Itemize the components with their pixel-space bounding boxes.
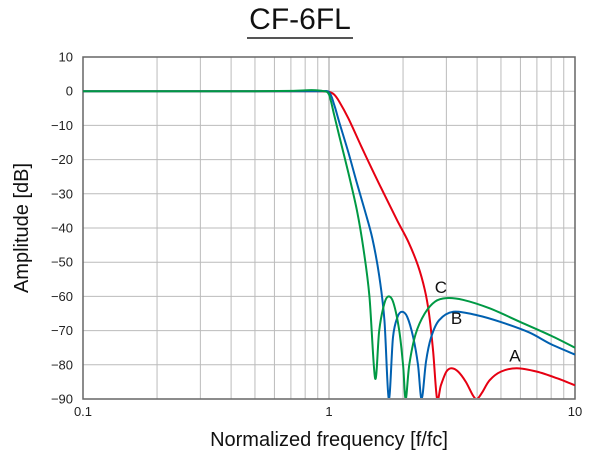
- series-line-c: [83, 89, 575, 398]
- y-tick-label: −90: [51, 392, 73, 407]
- series-lines: [83, 89, 575, 398]
- grid: [83, 57, 575, 399]
- curve-label-b: B: [451, 309, 462, 328]
- x-axis-label: Normalized frequency [f/fc]: [210, 429, 448, 451]
- series-line-a: [83, 90, 575, 398]
- x-tick-label: 10: [568, 404, 582, 419]
- y-tick-label: −20: [51, 152, 73, 167]
- y-tick-label: −40: [51, 221, 73, 236]
- chart-title: CF-6FL: [0, 3, 600, 39]
- y-tick-label: −30: [51, 186, 73, 201]
- y-tick-label: 10: [59, 50, 73, 65]
- series-line-b: [83, 89, 575, 398]
- curve-label-c: C: [435, 278, 447, 297]
- y-tick-label: 0: [66, 84, 73, 99]
- curve-labels: A BC: [435, 278, 522, 365]
- x-tick-label: 1: [325, 404, 332, 419]
- y-tick-label: −60: [51, 289, 73, 304]
- y-tick-labels: 10 0 −10 −20 −30 −40 −50 −60 −70 −80 −90: [51, 50, 73, 407]
- y-tick-label: −80: [51, 357, 73, 372]
- curve-label-a: A: [509, 346, 521, 365]
- y-tick-label: −10: [51, 118, 73, 133]
- chart-title-text: CF-6FL: [247, 3, 353, 39]
- plot-frame: [82, 56, 576, 400]
- x-tick-label: 0.1: [74, 404, 92, 419]
- y-tick-label: −70: [51, 323, 73, 338]
- x-tick-labels: 0.1 1 10: [74, 404, 582, 419]
- y-tick-label: −50: [51, 255, 73, 270]
- y-axis-label: Amplitude [dB]: [11, 163, 33, 293]
